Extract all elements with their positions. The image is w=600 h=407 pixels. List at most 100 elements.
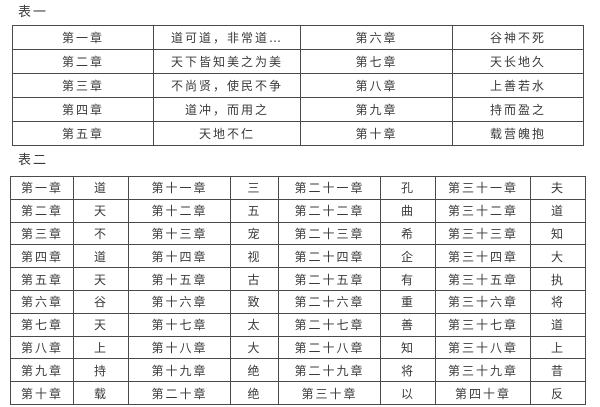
table-cell: 视 — [230, 244, 279, 269]
table-cell: 第二十三章 — [278, 221, 381, 246]
table-cell: 重 — [380, 289, 436, 314]
table-cell: 第十四章 — [128, 244, 231, 269]
table-cell: 谷 — [73, 289, 129, 314]
table-row: 第一章 道可道，非常道… 第六章 谷神不死 — [12, 25, 584, 50]
table-cell: 第四章 — [12, 97, 154, 122]
table-cell: 第八章 — [300, 73, 453, 98]
table-row: 第四章 道冲，而用之 第九章 持而盈之 — [12, 97, 584, 122]
table-cell: 希 — [380, 221, 436, 246]
table-cell: 不尚贤，使民不争 — [153, 73, 301, 98]
table-cell: 持 — [73, 358, 129, 383]
table-cell: 不 — [73, 221, 129, 246]
table-cell: 天下皆知美之为美 — [153, 49, 301, 74]
table-cell: 道 — [73, 176, 129, 200]
table-cell: 第三十四章 — [435, 244, 531, 269]
table-cell: 第十章 — [300, 121, 453, 146]
table-cell: 古 — [230, 267, 279, 291]
table-cell: 第二十六章 — [278, 289, 381, 314]
table-cell: 第十二章 — [128, 198, 231, 223]
table-cell: 知 — [380, 335, 436, 360]
table-cell: 反 — [530, 381, 586, 405]
table-cell: 天 — [73, 312, 129, 337]
table-row: 第三章不第十三章宠第二十三章希第三十三章知 — [10, 221, 586, 246]
table-cell: 第四章 — [10, 244, 74, 269]
table-cell: 大 — [230, 335, 279, 360]
table-cell: 第六章 — [300, 25, 453, 50]
table-cell: 夫 — [530, 176, 586, 200]
table-cell: 第四十章 — [435, 381, 531, 405]
table-cell: 昔 — [530, 358, 586, 383]
table-cell: 第一章 — [12, 25, 154, 50]
table-cell: 第三十八章 — [435, 335, 531, 360]
table-cell: 知 — [530, 221, 586, 246]
table-cell: 第三章 — [10, 221, 74, 246]
table-row: 第五章 天地不仁 第十章 载营魄抱 — [12, 121, 584, 146]
table-cell: 载 — [73, 381, 129, 405]
table-one-title: 表一 — [18, 5, 49, 20]
table-cell: 太 — [230, 312, 279, 337]
table-row: 第四章道第十四章视第二十四章企第三十四章大 — [10, 244, 586, 269]
table-cell: 道可道，非常道… — [153, 25, 301, 50]
table-row: 第九章持第十九章绝第二十九章将第三十九章昔 — [10, 358, 586, 383]
table-cell: 载营魄抱 — [452, 121, 584, 146]
table-cell: 第二十四章 — [278, 244, 381, 269]
table-cell: 第三章 — [12, 73, 154, 98]
table-cell: 天 — [73, 198, 129, 223]
table-cell: 致 — [230, 289, 279, 314]
table-two-title: 表二 — [18, 153, 49, 168]
table-row: 第七章天第十七章太第二十七章善第三十七章道 — [10, 312, 586, 337]
table-cell: 第十五章 — [128, 267, 231, 291]
table-cell: 第九章 — [10, 358, 74, 383]
table-cell: 第五章 — [12, 121, 154, 146]
table-cell: 第二章 — [10, 198, 74, 223]
table-cell: 第三十七章 — [435, 312, 531, 337]
table-cell: 执 — [530, 267, 586, 291]
table-cell: 有 — [380, 267, 436, 291]
table-cell: 第三十章 — [278, 381, 381, 405]
table-cell: 以 — [380, 381, 436, 405]
table-cell: 天 — [73, 267, 129, 291]
table-cell: 曲 — [380, 198, 436, 223]
table-cell: 上善若水 — [452, 73, 584, 98]
table-cell: 第三十五章 — [435, 267, 531, 291]
table-cell: 第二十二章 — [278, 198, 381, 223]
table-cell: 绝 — [230, 358, 279, 383]
table-cell: 第二章 — [12, 49, 154, 74]
table-cell: 道 — [530, 198, 586, 223]
table-row: 第八章上第十八章大第二十八章知第三十八章上 — [10, 335, 586, 360]
table-cell: 将 — [380, 358, 436, 383]
table-row: 第二章 天下皆知美之为美 第七章 天长地久 — [12, 49, 584, 74]
table-cell: 天长地久 — [452, 49, 584, 74]
table-cell: 第十章 — [10, 381, 74, 405]
table-cell: 第二十八章 — [278, 335, 381, 360]
table-cell: 第三十六章 — [435, 289, 531, 314]
table-cell: 第十九章 — [128, 358, 231, 383]
table-cell: 五 — [230, 198, 279, 223]
table-cell: 孔 — [380, 176, 436, 200]
table-cell: 第六章 — [10, 289, 74, 314]
table-row: 第十章载第二十章绝第三十章以第四十章反 — [10, 381, 586, 405]
table-row: 第五章天第十五章古第二十五章有第三十五章执 — [10, 267, 586, 291]
table-cell: 大 — [530, 244, 586, 269]
table-cell: 第二十章 — [128, 381, 231, 405]
table-cell: 善 — [380, 312, 436, 337]
table-cell: 第十一章 — [128, 176, 231, 200]
table-cell: 第三十九章 — [435, 358, 531, 383]
table-one: 第一章 道可道，非常道… 第六章 谷神不死 第二章 天下皆知美之为美 第七章 天长地久 第三章不… — [12, 25, 584, 146]
table-cell: 第三十三章 — [435, 221, 531, 246]
table-row: 第六章谷第十六章致第二十六章重第三十六章将 — [10, 289, 586, 314]
table-cell: 第九章 — [300, 97, 453, 122]
table-cell: 第十八章 — [128, 335, 231, 360]
table-two: 第一章道第十一章三第二十一章孔第三十一章夫第二章天第十二章五第二十二章曲第三十二… — [10, 176, 586, 405]
table-cell: 第七章 — [10, 312, 74, 337]
table-cell: 道 — [530, 312, 586, 337]
table-cell: 第三十二章 — [435, 198, 531, 223]
table-cell: 第二十九章 — [278, 358, 381, 383]
table-cell: 上 — [73, 335, 129, 360]
table-cell: 第二十七章 — [278, 312, 381, 337]
table-cell: 绝 — [230, 381, 279, 405]
table-cell: 第二十五章 — [278, 267, 381, 291]
table-cell: 第八章 — [10, 335, 74, 360]
table-cell: 第一章 — [10, 176, 74, 200]
